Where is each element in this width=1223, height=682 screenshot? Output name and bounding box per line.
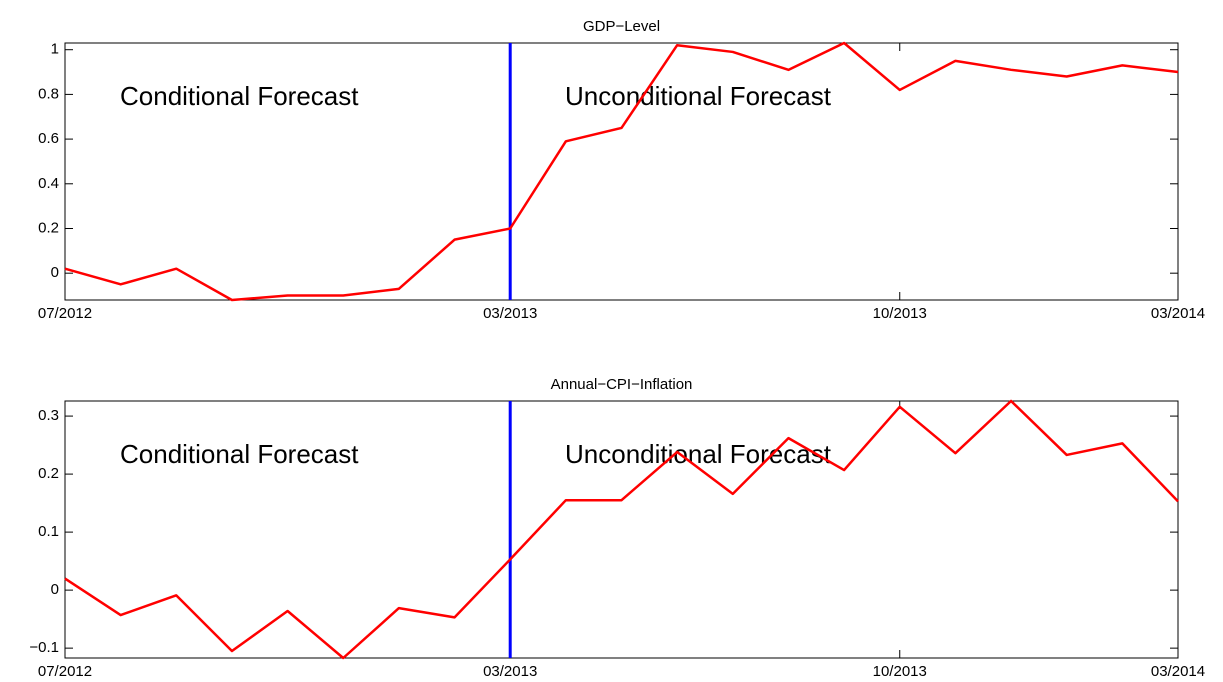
x-tick-label: 10/2013 [873, 305, 927, 322]
y-tick-label: 0.6 [38, 130, 59, 147]
y-tick-label: 0.1 [38, 523, 59, 540]
y-tick-label: 0 [51, 264, 59, 281]
annotation: Unconditional Forecast [565, 439, 832, 469]
annotation: Conditional Forecast [120, 439, 359, 469]
data-line [64, 41, 1179, 302]
y-tick-label: 0.2 [38, 465, 59, 482]
x-tick-label: 03/2014 [1151, 663, 1205, 680]
y-tick-label: 0.3 [38, 407, 59, 424]
y-tick-label: 0.2 [38, 219, 59, 236]
y-tick-label: 1 [51, 41, 59, 58]
plot-frame [64, 400, 1179, 659]
chart-title: GDP−Level [583, 18, 660, 35]
y-tick-label: 0 [51, 581, 59, 598]
data-line [64, 399, 1179, 660]
y-tick-label: 0.8 [38, 85, 59, 102]
x-tick-label: 03/2013 [483, 663, 537, 680]
plot-frame [64, 42, 1179, 301]
x-tick-label: 07/2012 [38, 663, 92, 680]
x-tick-label: 07/2012 [38, 305, 92, 322]
x-tick-label: 03/2013 [483, 305, 537, 322]
y-tick-label: 0.4 [38, 175, 59, 192]
x-tick-label: 10/2013 [873, 663, 927, 680]
y-tick-label: −0.1 [29, 639, 59, 656]
annotation: Conditional Forecast [120, 81, 359, 111]
chart-title: Annual−CPI−Inflation [551, 376, 693, 393]
annotation: Unconditional Forecast [565, 81, 832, 111]
x-tick-label: 03/2014 [1151, 305, 1205, 322]
